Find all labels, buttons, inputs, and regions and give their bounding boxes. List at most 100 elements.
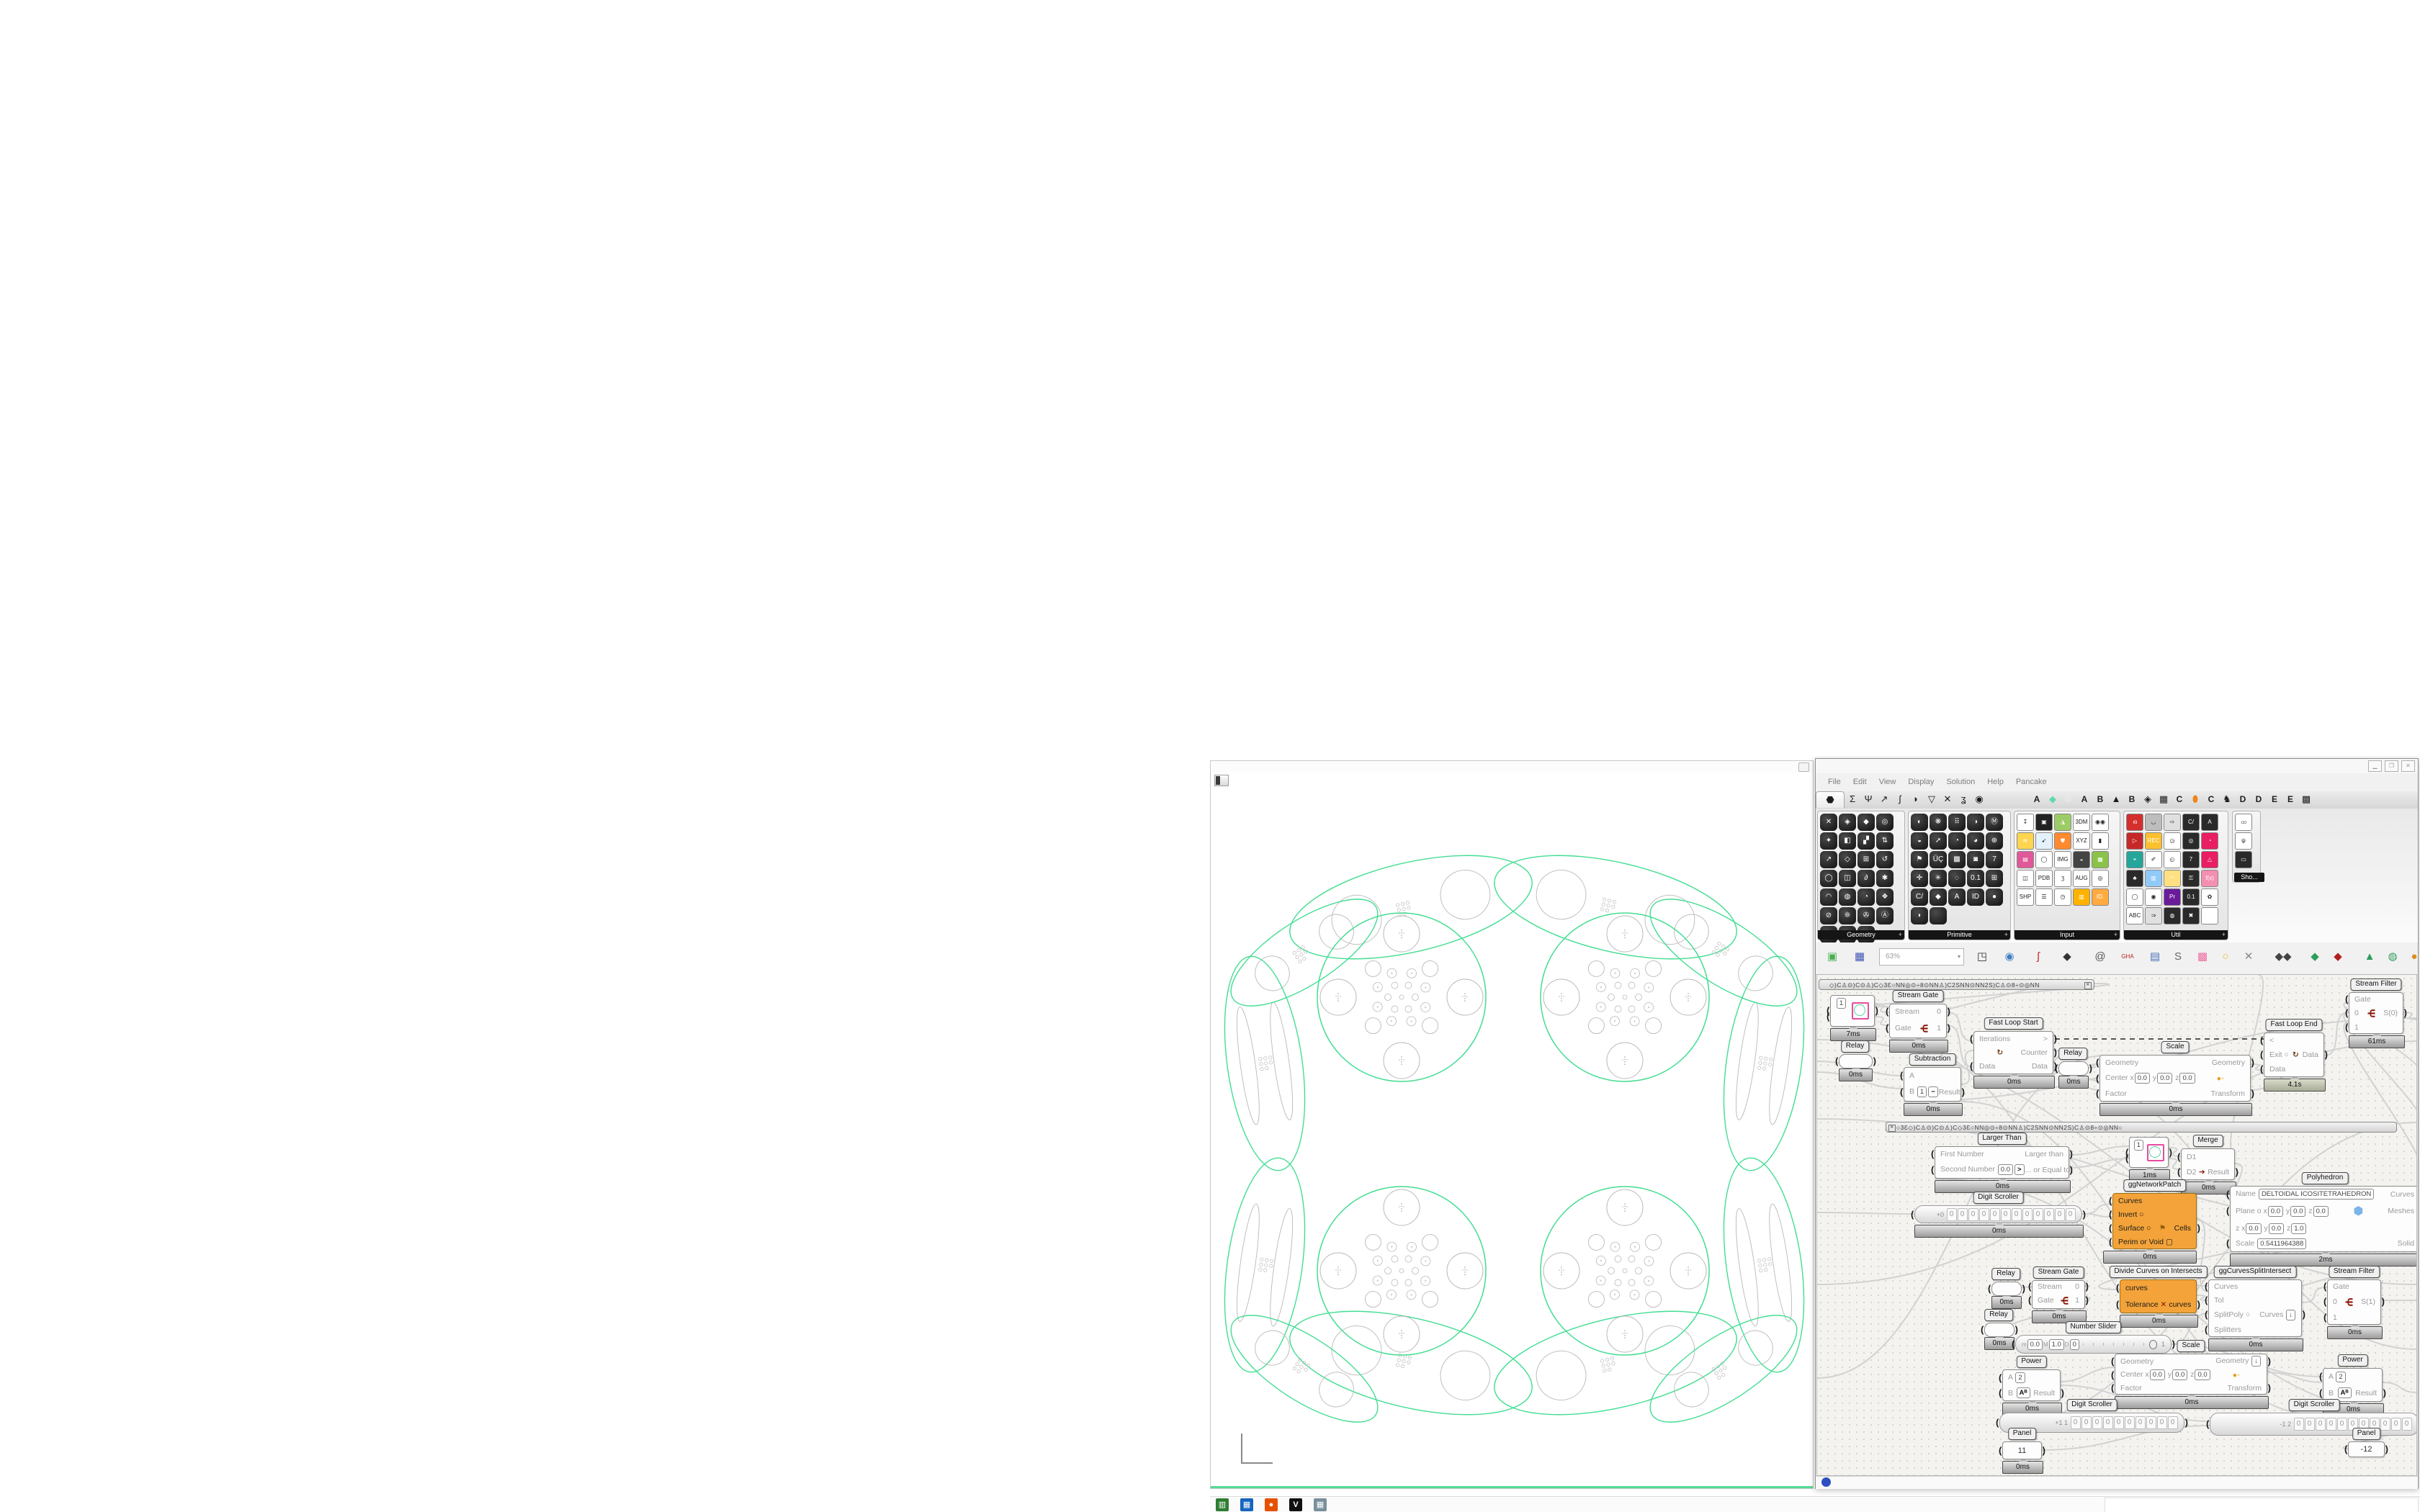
tab-display[interactable]: ◉ — [1975, 793, 1984, 804]
output-grip[interactable]: ) — [2015, 1324, 2018, 1335]
tab-vector[interactable]: ↗ — [1880, 793, 1888, 804]
component-icon[interactable]: ◧ — [1839, 832, 1856, 850]
component-icon[interactable]: ◔ — [1857, 888, 1875, 906]
component-icon[interactable]: ◯ — [2126, 888, 2143, 906]
slider-option-box[interactable]: 0 — [2069, 1338, 2079, 1350]
gha-icon[interactable]: GHA — [2121, 953, 2134, 960]
component-icon[interactable]: ഒ — [2126, 814, 2143, 831]
component-icon[interactable]: ◔ — [1948, 832, 1966, 850]
component-icon[interactable]: ◐ — [1911, 814, 1928, 831]
input-grip[interactable]: ( — [2111, 1382, 2115, 1393]
component-icon[interactable]: ◡ — [2145, 814, 2162, 831]
component-icon[interactable] — [1930, 907, 1947, 924]
tab-params[interactable]: ⬣ — [1816, 791, 1845, 808]
input-grip[interactable]: ( — [2344, 1444, 2348, 1454]
component-icon[interactable]: ⛊ — [2054, 832, 2071, 850]
scroller-digit[interactable]: 0 — [2401, 1418, 2412, 1431]
component-icon[interactable]: ▮ — [2092, 832, 2109, 850]
component-icon[interactable]: ◯ — [2035, 851, 2053, 868]
output-grip[interactable]: ) — [2069, 1148, 2073, 1159]
component-icon[interactable]: ▩ — [1948, 851, 1966, 868]
output-grip[interactable]: ) — [2251, 1057, 2254, 1068]
component-icon[interactable]: ● — [1986, 888, 2003, 906]
scroller-digit[interactable]: 0 — [2092, 1416, 2102, 1429]
tab-d1[interactable]: D — [2239, 794, 2246, 804]
input-grip[interactable]: ( — [2109, 1236, 2112, 1247]
tab-transform[interactable]: ʓ — [1960, 793, 1966, 804]
input-grip[interactable]: ( — [2096, 1072, 2099, 1084]
component-icon[interactable]: SHP — [2017, 888, 2034, 906]
input-grip[interactable]: ( — [1835, 1056, 1839, 1066]
output-grip[interactable]: ) — [2053, 1061, 2057, 1072]
save-file-icon[interactable]: ▦ — [1854, 950, 1865, 963]
app-terminal[interactable]: ▥ — [1216, 1498, 1229, 1511]
group-header-bar[interactable]: ◇)C♙⊙)C⊙♙)C◇3Ɛ○NN◎⊙÷8⊙NN♙)C2SNN⊙NN2S)C♙⊙… — [1819, 979, 2094, 990]
tab-d2[interactable]: D — [2255, 794, 2262, 804]
input-grip[interactable]: ( — [2260, 1049, 2264, 1060]
viewport-close-icon[interactable] — [1798, 762, 1809, 772]
palette-group-label[interactable]: Input + — [2015, 930, 2120, 940]
component-icon[interactable]: ◇ — [1839, 851, 1856, 868]
component-icon[interactable]: ⠿ — [1948, 814, 1966, 831]
input-grip[interactable]: ( — [1931, 1164, 1935, 1175]
component-icon[interactable]: ❊ — [1839, 907, 1856, 924]
canvas-zoom-dropdown[interactable]: 63% ▾ — [1879, 948, 1964, 966]
component-icon[interactable]: ◫ — [1839, 870, 1856, 887]
scroller-digit[interactable]: 0 — [2011, 1207, 2022, 1221]
tab-mountain[interactable]: ▲ — [2111, 793, 2121, 804]
component-icon[interactable]: ◆ — [1930, 888, 1947, 906]
viewport-dropdown-button[interactable] — [1214, 775, 1229, 786]
scroller-digit[interactable]: 0 — [2070, 1416, 2081, 1429]
scroller-digit[interactable]: 0 — [2167, 1416, 2178, 1429]
component-icon[interactable]: ▷ — [2126, 832, 2143, 850]
input-grip[interactable]: ( — [2012, 1338, 2015, 1349]
component-icon[interactable]: ⌖ — [2126, 851, 2143, 868]
gg-network-patch-node[interactable]: (Curves (Invert ○ (Surface ○ ⚑ Cells) (Perim … — [2109, 1193, 2200, 1249]
input-grip[interactable]: ( — [2125, 1152, 2129, 1164]
input-grip[interactable]: ( — [2226, 1188, 2230, 1200]
component-icon[interactable]: ✕ — [1820, 814, 1837, 831]
component-icon[interactable]: ✦ — [1820, 832, 1837, 850]
scroller-digit[interactable]: 0 — [2293, 1418, 2304, 1431]
component-icon[interactable]: ∂ — [1857, 870, 1875, 887]
tab-curve[interactable]: ʃ — [1899, 793, 1901, 804]
input-grip[interactable]: ( — [2205, 1295, 2208, 1306]
component-icon[interactable]: ↺ — [1876, 851, 1894, 868]
input-grip[interactable]: ( — [1988, 1283, 1991, 1294]
output-grip[interactable]: ) — [1947, 1006, 1950, 1017]
slider-option-box[interactable]: 0.0 — [2027, 1338, 2043, 1350]
tab-e1[interactable]: E — [2271, 794, 2277, 804]
scroller-digit[interactable]: 0 — [2326, 1418, 2336, 1431]
component-icon[interactable]: ◕ — [1967, 832, 1984, 850]
component-icon[interactable]: ◍ — [1839, 888, 1856, 906]
component-icon[interactable]: C/ — [2182, 814, 2200, 831]
component-icon[interactable]: ✳ — [1930, 870, 1947, 887]
input-grip[interactable]: ( — [2109, 1222, 2112, 1233]
input-grip[interactable]: ( — [2109, 1194, 2112, 1206]
component-icon[interactable]: △ — [2201, 851, 2218, 868]
component-icon[interactable]: 7 — [2182, 851, 2200, 868]
cluster-gems-icon[interactable]: ◆◆ — [2275, 950, 2292, 963]
power-1-node[interactable]: (A 2 (B Aᴮ Result) — [1999, 1369, 2064, 1401]
component-icon[interactable]: 0.1 — [1967, 870, 1984, 887]
output-grip[interactable]: ) — [2061, 1387, 2064, 1398]
component-icon[interactable]: ◗ — [1911, 907, 1928, 924]
scroller-digit[interactable]: 0 — [2054, 1207, 2065, 1221]
tab-gem-green[interactable]: ◆ — [2049, 793, 2056, 804]
component-icon[interactable]: ◍ — [2164, 907, 2181, 924]
component-icon[interactable]: ◫ — [2017, 870, 2034, 887]
menu-item-view[interactable]: View — [1878, 778, 1896, 786]
output-grip[interactable]: ) — [2069, 1164, 2073, 1175]
open-file-icon[interactable]: ▣ — [1827, 950, 1838, 963]
fast-loop-end-node[interactable]: (< (Exit ○ ↻ Data) (Data — [2260, 1032, 2328, 1077]
app-calculator[interactable]: ▦ — [1314, 1498, 1327, 1511]
gem-red-icon[interactable]: ◆ — [2334, 950, 2342, 963]
scroller-digit[interactable]: 0 — [2043, 1207, 2054, 1221]
component-icon[interactable]: Ⓜ — [1986, 814, 2003, 831]
lightbulb-icon[interactable]: ○ — [2222, 950, 2229, 963]
input-grip[interactable]: ( — [1999, 1444, 2002, 1456]
component-icon[interactable]: ◉◉ — [2092, 814, 2109, 831]
input-grip[interactable]: ( — [1827, 1005, 1830, 1016]
component-icon[interactable]: ⚑ — [1911, 851, 1928, 868]
output-grip[interactable]: ) — [1873, 1056, 1876, 1066]
